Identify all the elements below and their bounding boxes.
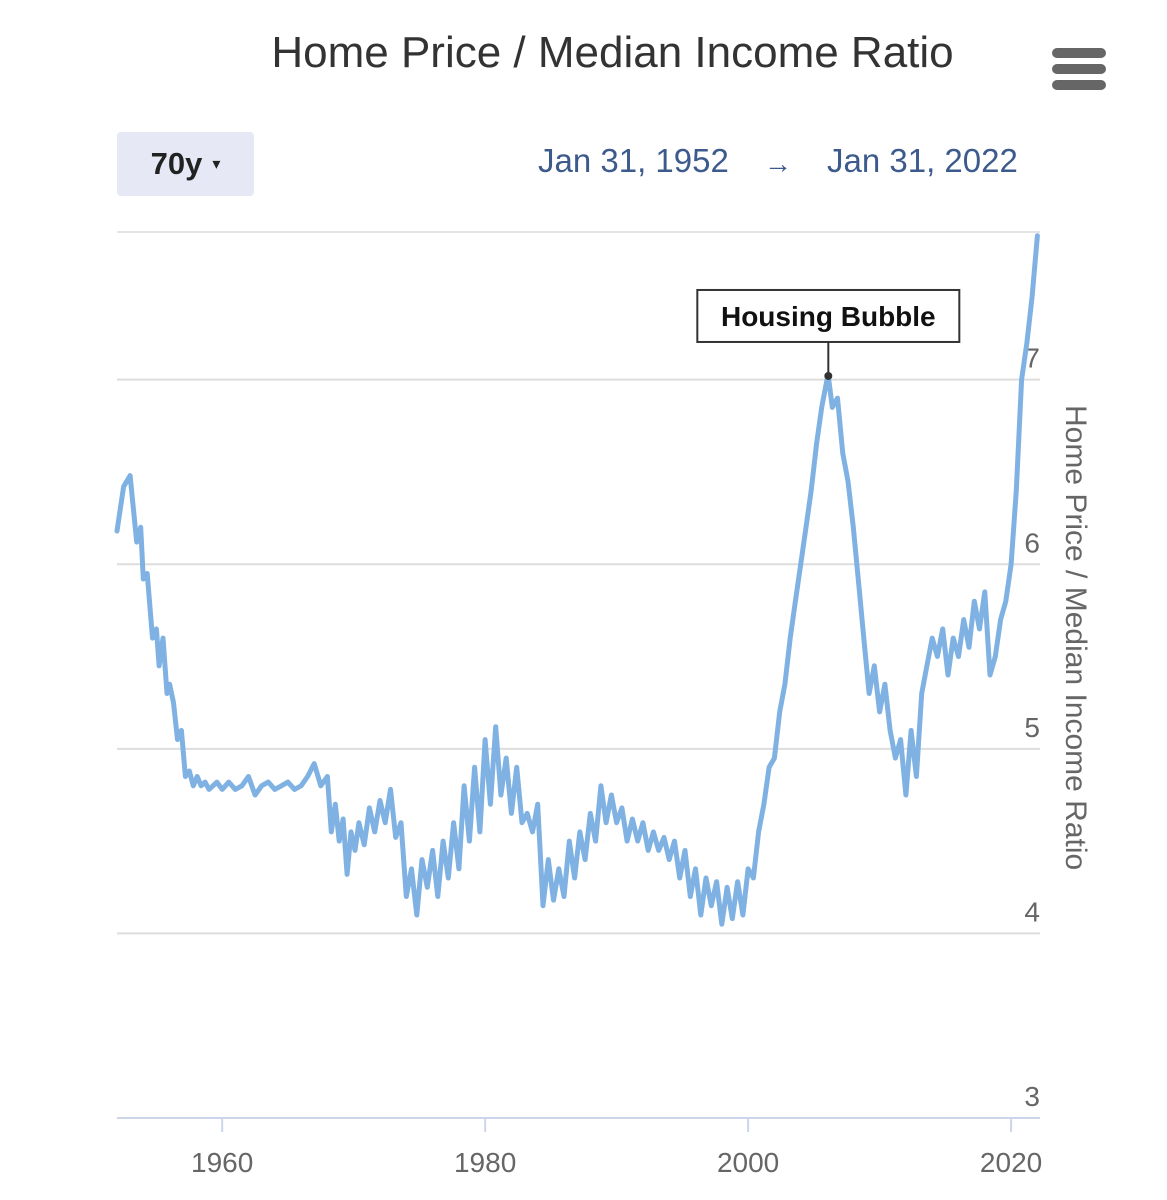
menu-bar — [1052, 80, 1106, 90]
range-selector-button[interactable]: 70y ▾ — [117, 132, 254, 196]
annotation-label: Housing Bubble — [721, 301, 936, 332]
hamburger-menu-icon[interactable] — [1052, 48, 1106, 90]
y-tick-label: 5 — [1024, 712, 1040, 743]
x-tick-label: 2020 — [980, 1147, 1042, 1178]
arrow-right-icon: → — [764, 148, 792, 179]
end-date[interactable]: Jan 31, 2022 — [827, 142, 1018, 179]
chart-title: Home Price / Median Income Ratio — [271, 28, 954, 77]
x-tick-label: 1960 — [191, 1147, 253, 1178]
y-tick-label: 4 — [1024, 896, 1040, 927]
annotation-point — [824, 371, 833, 380]
y-tick-label: 3 — [1024, 1081, 1040, 1112]
annotation-box — [696, 288, 961, 343]
x-tick-label: 2000 — [717, 1147, 779, 1178]
start-date[interactable]: Jan 31, 1952 — [538, 142, 729, 179]
y-tick-label: 6 — [1024, 527, 1040, 558]
series-line — [114, 233, 1040, 927]
y-axis-label: Home Price / Median Income Ratio — [1059, 405, 1092, 870]
chevron-down-icon: ▾ — [212, 156, 221, 173]
range-label: 70y — [150, 146, 203, 181]
menu-bar — [1052, 64, 1106, 74]
x-tick-label: 1980 — [454, 1147, 516, 1178]
menu-bar — [1052, 48, 1106, 58]
